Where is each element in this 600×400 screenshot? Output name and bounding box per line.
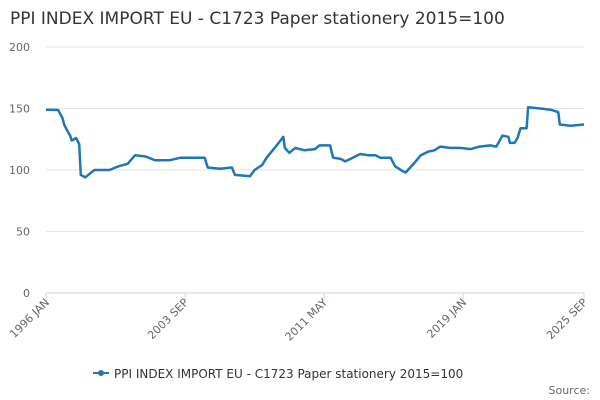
y-tick-label: 0 bbox=[23, 287, 30, 300]
y-tick-label: 50 bbox=[16, 226, 30, 239]
x-tick-label: 2011 MAY bbox=[283, 296, 331, 344]
legend-marker bbox=[98, 370, 104, 376]
series-line bbox=[45, 106, 585, 179]
source: Source: bbox=[549, 384, 591, 397]
chart-title: PPI INDEX IMPORT EU - C1723 Paper statio… bbox=[10, 9, 505, 29]
x-tick-label: 2025 SEP bbox=[544, 296, 590, 342]
y-tick-label: 100 bbox=[9, 164, 30, 177]
x-tick-label: 2019 JAN bbox=[424, 296, 469, 341]
legend-label: PPI INDEX IMPORT EU - C1723 Paper statio… bbox=[114, 367, 463, 381]
y-tick-label: 150 bbox=[9, 103, 30, 116]
x-tick-label: 2003 SEP bbox=[145, 296, 191, 342]
x-tick-label: 1996 JAN bbox=[7, 296, 52, 341]
y-tick-label: 200 bbox=[9, 41, 30, 54]
